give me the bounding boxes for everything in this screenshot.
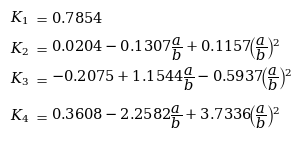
Text: $K_1$: $K_1$ — [10, 10, 29, 27]
Text: $=$: $=$ — [33, 11, 48, 26]
Text: $=$: $=$ — [33, 109, 48, 124]
Text: $0.3608 - 2.2582\dfrac{a}{b} + 3.7336\!\left(\dfrac{a}{b}\right)^{\!2}$: $0.3608 - 2.2582\dfrac{a}{b} + 3.7336\!\… — [51, 103, 280, 131]
Text: $K_2$: $K_2$ — [10, 40, 29, 58]
Text: $0.7854$: $0.7854$ — [51, 11, 103, 26]
Text: $-0.2075 + 1.1544\dfrac{a}{b} - 0.5937\!\left(\dfrac{a}{b}\right)^{\!2}$: $-0.2075 + 1.1544\dfrac{a}{b} - 0.5937\!… — [51, 66, 291, 93]
Text: $K_4$: $K_4$ — [10, 108, 30, 126]
Text: $K_3$: $K_3$ — [10, 71, 29, 88]
Text: $0.0204 - 0.1307\dfrac{a}{b} + 0.1157\!\left(\dfrac{a}{b}\right)^{\!2}$: $0.0204 - 0.1307\dfrac{a}{b} + 0.1157\!\… — [51, 35, 280, 63]
Text: $=$: $=$ — [33, 72, 48, 87]
Text: $=$: $=$ — [33, 41, 48, 56]
